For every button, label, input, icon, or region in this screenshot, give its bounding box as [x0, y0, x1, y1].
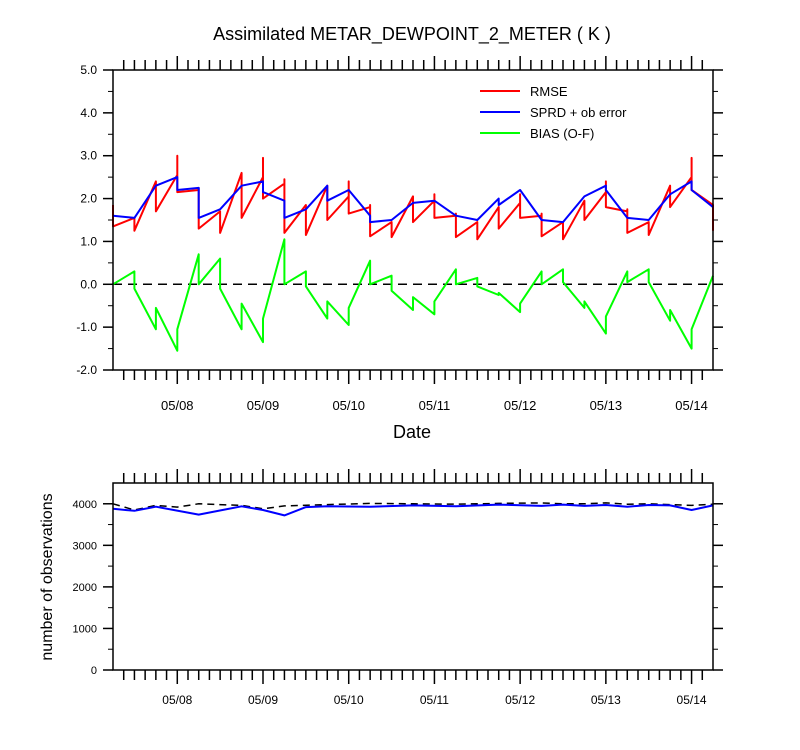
legend-label-bias: BIAS (O-F) [530, 126, 594, 141]
axis-ticks: 0 1000 2000 3000 4000 05/08 05/09 05/10 05/11 05/… [73, 469, 723, 707]
y-tick-label: 0.0 [80, 277, 97, 291]
y-tick-label: 2000 [73, 582, 97, 594]
chart-title: Assimilated METAR_DEWPOINT_2_METER ( K ) [213, 24, 611, 45]
y-tick-label: -2.0 [76, 363, 97, 377]
y-tick-label: 5.0 [80, 63, 97, 77]
plot-border [112, 482, 714, 671]
series-line-assimilated-observations [112, 503, 714, 517]
y-tick-label: 4000 [73, 499, 97, 511]
y-tick-label: 1.0 [80, 234, 97, 248]
x-tick-label: 05/08 [161, 398, 194, 413]
y-tick-label: 1000 [73, 623, 97, 635]
legend-label-rmse: RMSE [530, 84, 568, 99]
series-line-sprd-ob-error [112, 176, 714, 224]
y-tick-label: 0 [91, 665, 97, 677]
axis-ticks: -2.0 -1.0 0.0 1.0 2.0 3.0 4.0 5.0 05/08 05/09 05/1… [76, 56, 723, 413]
legend: RMSE SPRD + ob error BIAS (O-F) [480, 84, 627, 141]
series-group [112, 154, 714, 352]
x-tick-label: 05/09 [248, 693, 278, 707]
observations-chart: 0 1000 2000 3000 4000 05/08 05/09 05/10 05/11 05/… [39, 469, 723, 707]
series-line-rmse [112, 154, 714, 241]
series-line-possible-observations [112, 502, 714, 511]
x-tick-label: 05/11 [419, 398, 451, 413]
y-tick-label: 4.0 [80, 106, 97, 120]
y-tick-label: 3000 [73, 540, 97, 552]
x-tick-label: 05/11 [420, 693, 449, 707]
x-tick-label: 05/09 [247, 398, 280, 413]
y-tick-label: 3.0 [80, 149, 97, 163]
x-tick-label: 05/12 [505, 693, 535, 707]
y-tick-label: 2.0 [80, 192, 97, 206]
x-tick-label: 05/14 [675, 398, 708, 413]
series-group [112, 502, 714, 517]
y-tick-label: -1.0 [76, 320, 97, 334]
x-tick-label: 05/13 [590, 398, 623, 413]
x-tick-label: 05/10 [334, 693, 364, 707]
x-tick-label: 05/13 [591, 693, 621, 707]
x-axis-label: Date [393, 422, 431, 442]
bias-chart: Assimilated METAR_DEWPOINT_2_METER ( K )… [76, 24, 723, 442]
plot-frame [112, 482, 714, 671]
legend-label-sprd: SPRD + ob error [530, 105, 627, 120]
x-tick-label: 05/10 [332, 398, 365, 413]
x-tick-label: 05/14 [677, 693, 707, 707]
y-axis-label: number of observations [39, 493, 56, 660]
x-tick-label: 05/08 [162, 693, 192, 707]
x-tick-label: 05/12 [504, 398, 537, 413]
series-line-bias-o-f [112, 238, 714, 352]
